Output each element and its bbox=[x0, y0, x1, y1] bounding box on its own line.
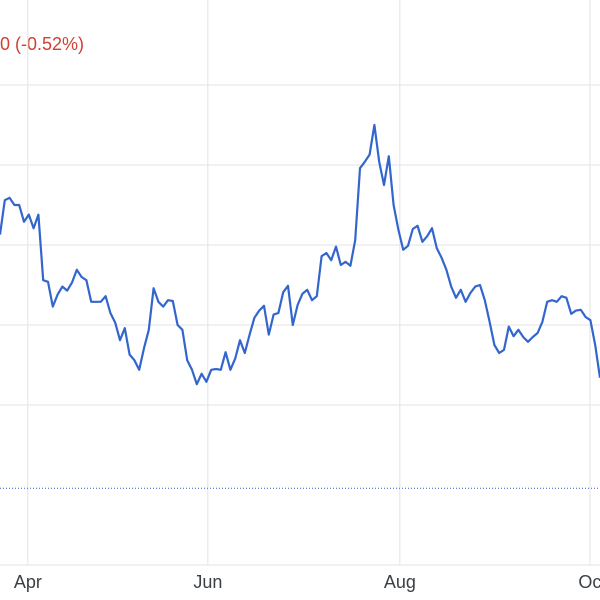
x-tick-label: Jun bbox=[193, 572, 222, 592]
x-tick-label: Apr bbox=[14, 572, 42, 592]
price-change: 0 (-0.52%) bbox=[0, 34, 84, 54]
x-tick-label: Oc bbox=[578, 572, 600, 592]
price-line bbox=[0, 123, 600, 386]
x-tick-label: Aug bbox=[384, 572, 416, 592]
